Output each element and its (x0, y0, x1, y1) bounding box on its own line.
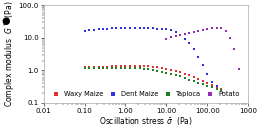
Y-axis label: Complex modulus  $G^*$  (Pa): Complex modulus $G^*$ (Pa) (3, 1, 17, 107)
Legend: Waxy Maize, Dent Maize, Tapioca, Potato: Waxy Maize, Dent Maize, Tapioca, Potato (47, 88, 242, 100)
X-axis label: Oscillation stress $\bar{\sigma}$  (Pa): Oscillation stress $\bar{\sigma}$ (Pa) (99, 115, 193, 127)
Text: ●: ● (1, 16, 10, 26)
